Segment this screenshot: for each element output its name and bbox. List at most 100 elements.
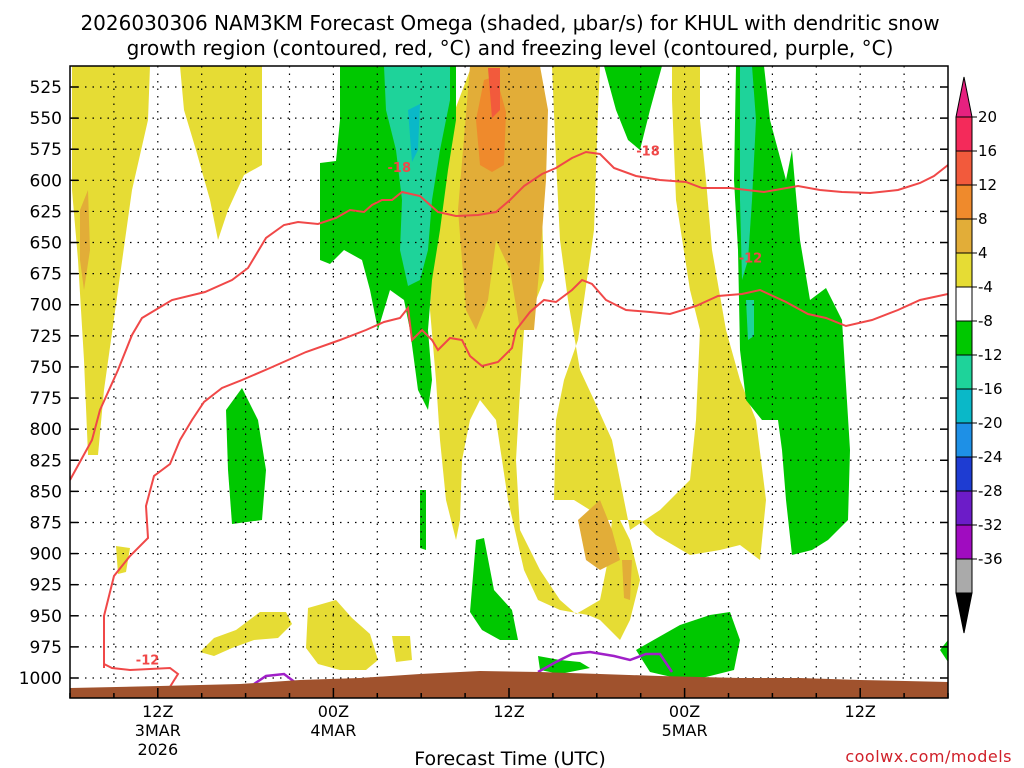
omega-region-downward-4 [604,66,662,150]
omega-region-upward-16 [488,68,500,118]
omega-shading [70,66,948,698]
contour-label: -12 [136,654,160,669]
contour-label: -18 [388,161,412,176]
omega-region-upward-8 [578,500,620,570]
omega-region-downward-12 [408,104,420,162]
contour-minus18 [70,150,948,481]
colorbar-label: -12 [978,346,1003,364]
y-tick-label: 725 [30,327,62,347]
y-tick-label: 975 [30,638,62,658]
y-tick-label: 925 [30,576,62,596]
colorbar-label: -28 [978,482,1003,500]
omega-region-upward-4 [116,546,130,574]
omega-region-downward-4 [420,490,426,550]
colorbar-label: 12 [978,176,997,194]
colorbar-swatch [955,320,973,356]
y-tick-label: 650 [30,234,62,254]
x-tick-label: 12Z [493,702,524,721]
y-tick-label: 625 [30,202,62,222]
y-tick-label: 750 [30,358,62,378]
y-tick-label: 675 [30,265,62,285]
colorbar-label: -36 [978,550,1003,568]
colorbar-label: 4 [978,244,988,262]
omega-region-downward-4 [636,612,740,678]
colorbar-swatch [955,422,973,458]
omega-region-upward-4 [200,612,292,656]
omega-region-downward-4 [538,656,590,674]
omega-region-downward-4 [940,640,948,662]
colorbar-swatch [955,184,973,220]
colorbar-swatch [955,388,973,424]
chart-title-line2: growth region (contoured, red, °C) and f… [127,36,894,60]
colorbar-label: -4 [978,278,993,296]
y-tick-label: 550 [30,109,62,129]
colorbar-label: -16 [978,380,1003,398]
y-tick-label: 800 [30,420,62,440]
colorbar-swatch [955,218,973,254]
colorbar-label: -20 [978,414,1003,432]
grid [70,66,948,698]
omega-region-upward-8 [80,190,90,290]
x-tick-date: 5MAR [662,721,708,740]
colorbar-label: 16 [978,142,997,160]
omega-region-upward-4 [386,66,766,560]
colorbar-swatch [955,252,973,288]
colorbar-bottom-arrow [955,592,973,634]
omega-region-downward-4 [734,66,850,555]
freezing-level-contour [537,650,674,674]
y-tick-label: 850 [30,482,62,502]
colorbar-swatch [955,354,973,390]
omega-region-downward-8 [746,300,754,340]
contour-minus12-tail [103,663,180,691]
colorbar-swatch [955,150,973,186]
y-axis: 525 550 575 600 625 650 675 700 725 750 775 800 825 8… [19,78,948,689]
contour-label: -18 [636,145,660,160]
x-tick-date: 3MAR [135,721,181,740]
contour-label: -12 [739,252,763,267]
y-tick-label: 875 [30,513,62,533]
omega-region-upward-4 [180,66,262,240]
x-axis-label: Forecast Time (UTC) [414,748,605,768]
omega-region-downward-8 [740,66,756,280]
terrain-surface [70,671,948,698]
x-tick-label: 00Z [318,702,349,721]
y-tick-label: 950 [30,607,62,627]
y-tick-label: 825 [30,451,62,471]
contour-labels: -18 -18 -12 -12 [136,145,763,669]
y-tick-label: 600 [30,171,62,191]
colorbar-swatch [955,286,973,322]
omega-region-upward-4 [72,66,150,455]
colorbar-label: -32 [978,516,1003,534]
omega-region-downward-8 [384,66,450,286]
colorbar-label: 8 [978,210,988,228]
y-tick-label: 900 [30,545,62,565]
y-tick-label: 700 [30,296,62,316]
colorbar-label: 20 [978,108,997,126]
omega-region-upward-4 [306,600,378,670]
colorbar-label: -24 [978,448,1003,466]
colorbar-swatch [955,116,973,152]
omega-region-upward-4 [392,636,412,662]
colorbar-label: -8 [978,312,993,330]
freezing-level-contour [253,672,301,687]
colorbar-swatch [955,524,973,560]
y-tick-label: 775 [30,389,62,409]
x-tick-date: 4MAR [310,721,356,740]
x-tick-label: 00Z [669,702,700,721]
omega-region-upward-8 [622,560,632,600]
credit-text: coolwx.com/models [845,747,1012,766]
x-tick-label: 12Z [845,702,876,721]
x-tick-label: 12Z [142,702,173,721]
omega-region-downward-4 [470,538,518,640]
chart-title-line1: 2026030306 NAM3KM Forecast Omega (shaded… [80,11,939,35]
contour-minus12 [103,278,948,668]
colorbar-swatch [955,490,973,526]
y-tick-label: 525 [30,78,62,98]
x-tick-year: 2026 [137,740,178,759]
colorbar-swatch [955,456,973,492]
colorbar: 20 16 12 8 4 -4 -8 -12 -16 -20 -24 -28 -32 -36 [955,76,1003,634]
colorbar-swatch [955,558,973,594]
colorbar-top-arrow [955,76,973,118]
